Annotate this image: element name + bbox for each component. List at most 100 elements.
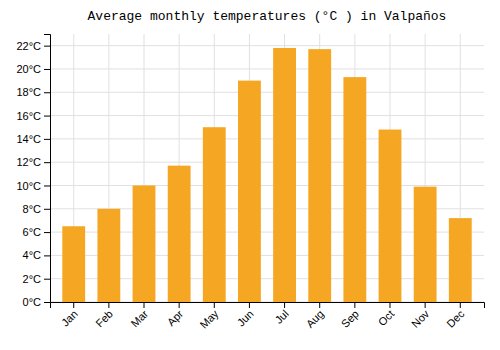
x-tick-mark (108, 302, 109, 308)
y-axis: 0°C 2°C 4°C 6°C 8°C 10°C 12°C 14°C 16°C 18°C 20°C 2… (16, 35, 50, 309)
y-tick-label: 8°C (23, 203, 42, 215)
x-tick-mark (319, 302, 320, 308)
y-tick-mark (44, 232, 50, 233)
x-tick-mark (73, 302, 74, 308)
y-tick-label: 14°C (16, 133, 41, 145)
y-tick: 2°C (23, 273, 50, 285)
y-grid-line (50, 68, 484, 69)
y-grid-line (50, 162, 484, 163)
x-tick: Dec (444, 302, 467, 330)
x-tick: Oct (376, 302, 397, 328)
x-tick: Apr (165, 302, 186, 328)
x-tick-label: Apr (165, 307, 186, 328)
y-tick-label: 10°C (16, 179, 41, 191)
bar (449, 218, 472, 302)
y-tick-label: 20°C (16, 63, 41, 75)
bar (238, 81, 261, 302)
x-tick: Feb (93, 302, 115, 329)
x-tick-mark (460, 302, 461, 308)
y-tick: 12°C (16, 156, 50, 168)
plot-area (62, 48, 471, 302)
x-tick-mark (425, 302, 426, 308)
y-tick-mark (44, 116, 50, 117)
y-tick: 10°C (16, 179, 50, 191)
x-tick: Jan (59, 302, 80, 329)
y-grid-line (50, 92, 484, 93)
x-tick-label: Jun (235, 308, 256, 329)
y-tick: 6°C (23, 226, 50, 238)
x-tick: Mar (128, 302, 150, 329)
y-tick: 14°C (16, 133, 50, 145)
x-tick-mark (354, 302, 355, 308)
y-tick-mark (44, 162, 50, 163)
y-tick-mark (44, 185, 50, 186)
chart-svg: Jan Feb Mar Apr May Jun Jul Aug Sep Oct Nov Dec 0°C 2… (0, 0, 500, 350)
y-tick: 4°C (23, 249, 50, 261)
x-axis: Jan Feb Mar Apr May Jun Jul Aug Sep Oct Nov Dec (51, 302, 485, 331)
grid (50, 34, 484, 302)
y-tick-mark (44, 279, 50, 280)
y-tick: 0°C (23, 296, 50, 308)
bar (133, 185, 156, 302)
bar (308, 49, 331, 302)
x-tick-label: Dec (444, 307, 467, 330)
bar (203, 127, 226, 302)
x-tick-label: Jul (272, 308, 290, 326)
y-tick: 8°C (23, 203, 50, 215)
y-tick-label: 0°C (23, 296, 42, 308)
y-tick: 16°C (16, 110, 50, 122)
y-grid-line (50, 45, 484, 46)
x-tick-mark (284, 302, 285, 308)
bar (168, 166, 191, 302)
y-tick: 22°C (16, 40, 50, 52)
x-tick: Jun (235, 302, 256, 329)
y-tick-label: 12°C (16, 156, 41, 168)
x-tick-label: May (197, 307, 221, 331)
x-tick: Nov (409, 302, 432, 330)
x-tick-label: Nov (409, 307, 432, 330)
x-tick: Sep (339, 302, 361, 330)
x-tick-label: Feb (93, 308, 115, 330)
x-tick-label: Aug (304, 308, 326, 330)
bar (97, 209, 120, 302)
y-tick-label: 2°C (23, 273, 42, 285)
x-tick-mark (389, 302, 390, 308)
y-grid-line (50, 138, 484, 139)
bar (343, 77, 366, 302)
y-tick-mark (44, 255, 50, 256)
x-tick: Aug (304, 302, 326, 330)
x-tick-mark (214, 302, 215, 308)
y-tick-label: 6°C (23, 226, 42, 238)
x-tick: Jul (272, 302, 290, 326)
y-tick-label: 22°C (16, 40, 41, 52)
title: Average monthly temperatures (°C ) in Va… (88, 9, 447, 24)
y-tick-label: 16°C (16, 110, 41, 122)
x-tick-label: Jan (59, 308, 80, 329)
y-grid-line (50, 185, 484, 186)
x-tick: May (197, 302, 221, 331)
chart-container: Jan Feb Mar Apr May Jun Jul Aug Sep Oct Nov Dec 0°C 2… (0, 0, 500, 350)
y-tick-label: 4°C (23, 249, 42, 261)
bar (273, 48, 296, 302)
y-grid-line (50, 115, 484, 116)
y-tick-mark (44, 92, 50, 93)
bar (62, 226, 85, 302)
y-tick-mark (44, 139, 50, 140)
y-tick: 18°C (16, 86, 50, 98)
bar (379, 130, 402, 302)
y-tick: 20°C (16, 63, 50, 75)
x-axis-line (51, 303, 485, 309)
y-tick-mark (44, 46, 50, 47)
y-tick-mark (44, 302, 50, 303)
x-tick-mark (249, 302, 250, 308)
x-tick-mark (144, 302, 145, 308)
x-tick-label: Oct (376, 308, 397, 329)
y-tick-label: 18°C (16, 86, 41, 98)
y-tick-mark (44, 69, 50, 70)
x-tick-mark (179, 302, 180, 308)
y-axis-line (44, 35, 51, 303)
x-tick-label: Mar (128, 307, 150, 329)
y-tick-mark (44, 209, 50, 210)
x-tick-label: Sep (339, 308, 361, 330)
bar (414, 187, 437, 302)
